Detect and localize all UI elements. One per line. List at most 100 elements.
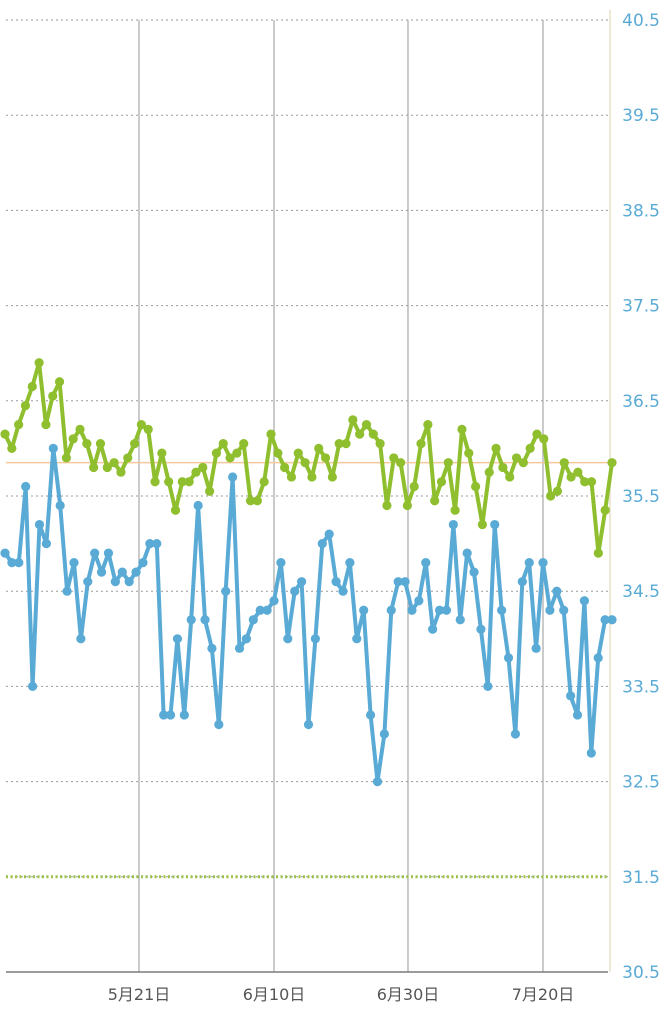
data-point — [48, 391, 58, 401]
x-axis-ticks: 5月21日 6月10日 6月30日 7月20日 — [108, 985, 575, 1004]
y-tick-label: 39.5 — [622, 106, 660, 126]
data-point — [395, 458, 406, 468]
data-point — [457, 424, 467, 434]
data-point — [191, 467, 201, 477]
data-point — [20, 400, 31, 411]
data-point — [462, 548, 472, 558]
data-point — [300, 458, 310, 468]
data-point — [361, 420, 372, 430]
data-point — [511, 453, 522, 463]
data-point — [409, 481, 419, 492]
series-line — [3, 446, 614, 784]
data-point — [283, 634, 293, 644]
data-point — [338, 586, 348, 596]
data-point — [150, 477, 160, 487]
data-point — [469, 567, 479, 577]
y-tick-label: 33.5 — [622, 677, 660, 697]
data-point — [179, 710, 189, 720]
data-point — [75, 424, 85, 434]
data-point — [546, 491, 556, 501]
data-point — [218, 439, 228, 449]
data-point — [303, 719, 314, 730]
x-tick-label: 7月20日 — [512, 985, 575, 1004]
data-point — [184, 477, 194, 487]
data-point — [290, 586, 300, 596]
data-point — [34, 519, 45, 530]
data-point — [365, 710, 376, 720]
series-layer — [0, 358, 617, 787]
data-point — [89, 462, 99, 473]
data-point — [524, 558, 534, 568]
data-point — [607, 615, 617, 625]
data-point — [164, 477, 174, 487]
data-point — [269, 596, 279, 606]
data-point — [573, 467, 583, 477]
data-point — [510, 729, 521, 739]
data-point — [517, 577, 527, 587]
y-tick-label: 37.5 — [622, 297, 660, 317]
data-point — [572, 710, 583, 720]
data-point — [286, 472, 297, 482]
data-point — [464, 448, 474, 458]
data-point — [124, 577, 134, 587]
data-point — [14, 420, 24, 430]
data-point — [393, 577, 403, 587]
data-point — [421, 558, 431, 568]
data-point — [477, 519, 488, 530]
data-point — [443, 458, 453, 468]
data-point — [41, 539, 51, 549]
data-point — [372, 777, 383, 787]
data-point — [177, 477, 187, 487]
data-point — [348, 415, 358, 425]
data-point — [14, 558, 24, 568]
data-point — [559, 605, 569, 615]
data-point — [96, 567, 107, 577]
data-point — [102, 462, 112, 473]
data-point — [525, 443, 535, 453]
data-point — [241, 634, 252, 644]
data-point — [207, 643, 217, 653]
data-point — [27, 681, 38, 692]
data-point — [55, 500, 65, 511]
data-point — [327, 472, 337, 482]
data-point — [600, 505, 610, 515]
data-point — [145, 539, 155, 549]
data-point — [239, 439, 249, 449]
data-point — [593, 653, 603, 663]
data-point — [491, 443, 501, 453]
data-point — [131, 567, 141, 577]
data-point — [389, 453, 399, 463]
data-point — [566, 691, 576, 701]
data-point — [103, 548, 114, 558]
data-point — [386, 605, 396, 615]
data-point — [552, 586, 562, 596]
data-point — [441, 605, 452, 615]
y-tick-label: 38.5 — [622, 201, 660, 221]
data-point — [334, 439, 344, 449]
x-tick-label: 6月10日 — [243, 985, 306, 1004]
data-point — [7, 443, 17, 453]
data-point — [407, 605, 417, 615]
data-point — [129, 439, 140, 449]
data-point — [211, 448, 222, 458]
data-point — [579, 596, 590, 606]
y-tick-label: 35.5 — [622, 487, 660, 507]
data-point — [245, 496, 256, 506]
data-point — [159, 710, 169, 720]
data-point — [170, 505, 181, 515]
data-point — [382, 500, 392, 511]
data-point — [566, 472, 576, 482]
series-group — [0, 358, 617, 558]
data-point — [225, 453, 235, 463]
data-point — [259, 477, 269, 487]
data-point — [331, 577, 341, 587]
data-point — [205, 486, 215, 496]
data-point — [593, 548, 603, 558]
data-point — [76, 634, 86, 644]
data-point — [228, 472, 238, 482]
data-point — [434, 605, 445, 615]
data-point — [200, 615, 210, 625]
data-point — [400, 577, 410, 587]
data-point — [117, 567, 127, 577]
data-point — [186, 615, 196, 625]
